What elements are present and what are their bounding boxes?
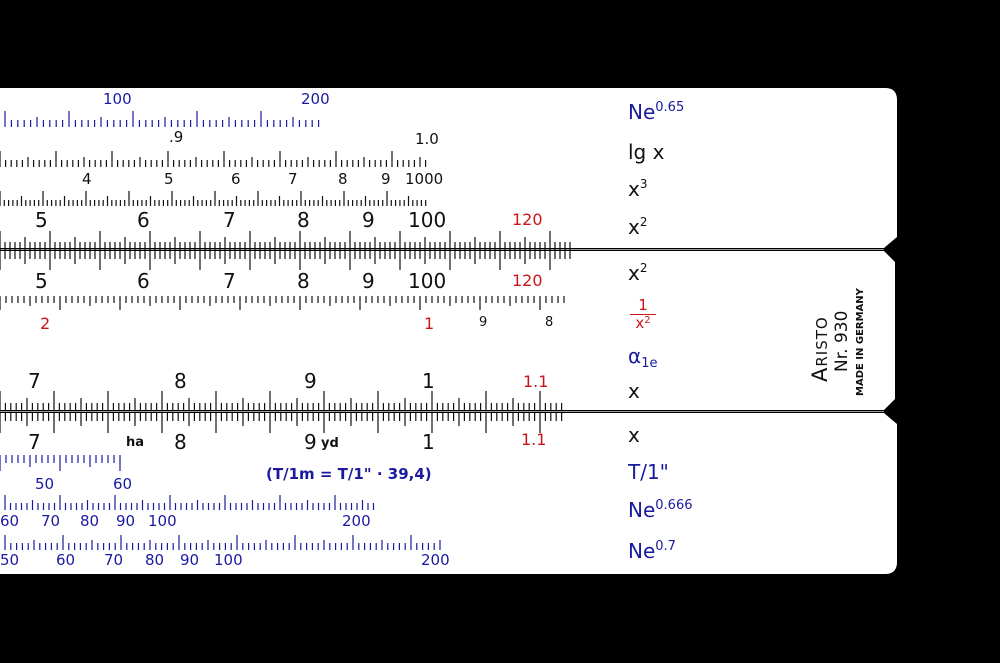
num-ne07-50: 50 <box>0 551 20 569</box>
num-recip-9: 9 <box>479 315 488 330</box>
num-sq-top-7: 7 <box>223 208 236 232</box>
num-lg-09: .9 <box>169 128 184 146</box>
num-recip-2: 2 <box>40 314 51 333</box>
num-cube-6: 6 <box>231 170 241 188</box>
label-ne065-exp: 0.65 <box>655 100 685 115</box>
label-x-bottom: x <box>628 423 640 447</box>
num-cube-9: 9 <box>381 170 391 188</box>
upper-stator <box>0 88 897 248</box>
num-lg-10: 1.0 <box>415 130 439 148</box>
label-ne07-exp: 0.7 <box>655 539 676 554</box>
num-sq-top-9: 9 <box>362 208 375 232</box>
num-ne07-200: 200 <box>421 551 450 569</box>
num-sq-top-5: 5 <box>35 208 48 232</box>
brand-origin: MADE IN GERMANY <box>855 288 866 396</box>
label-ne0666: Ne0.666 <box>628 499 692 520</box>
label-ne07-base: Ne <box>628 539 656 563</box>
label-ne065-base: Ne <box>628 100 656 124</box>
num-t-60: 60 <box>113 475 133 493</box>
num-ne0666-200: 200 <box>342 512 371 530</box>
num-x-bottom-1: 1 <box>422 430 435 454</box>
num-cube-4: 4 <box>82 170 92 188</box>
num-sq-slide-5: 5 <box>35 269 48 293</box>
label-alpha1e-base: α <box>628 344 642 368</box>
num-x-slide-8: 8 <box>174 369 187 393</box>
label-reciprocal-den-base: x <box>635 314 645 332</box>
num-x-slide-1-1: 1.1 <box>523 372 549 391</box>
num-ne065-200: 200 <box>301 90 330 108</box>
label-x2-top-base: x <box>628 215 640 239</box>
num-ne07-80: 80 <box>145 551 165 569</box>
slide <box>0 251 895 410</box>
label-ne0666-exp: 0.666 <box>655 498 693 513</box>
num-sq-slide-120: 120 <box>512 271 543 290</box>
label-ne065: Ne0.65 <box>628 101 684 122</box>
label-x2-slide-exp: 2 <box>639 261 648 275</box>
label-reciprocal-den: x2 <box>630 314 656 331</box>
num-cube-8: 8 <box>338 170 348 188</box>
label-x2-top: x2 <box>628 216 647 237</box>
num-x-bottom-8: 8 <box>174 430 187 454</box>
scale-ticks <box>0 111 571 550</box>
label-x-slide: x <box>628 379 640 403</box>
label-x3-exp: 3 <box>639 177 648 191</box>
num-sq-top-8: 8 <box>297 208 310 232</box>
label-x2-slide-base: x <box>628 261 640 285</box>
num-ne0666-90: 90 <box>116 512 136 530</box>
num-sq-slide-100: 100 <box>408 269 447 293</box>
num-sq-slide-6: 6 <box>137 269 150 293</box>
label-x2-top-exp: 2 <box>639 215 648 229</box>
num-x-bottom-ha: ha <box>126 435 145 450</box>
num-x-bottom-yd: yd <box>321 436 339 451</box>
num-ne07-90: 90 <box>180 551 200 569</box>
num-x-slide-7: 7 <box>28 369 41 393</box>
brand-name: Aristo <box>808 316 832 382</box>
num-x-bottom-1-1: 1.1 <box>521 430 547 449</box>
num-ne0666-60: 60 <box>0 512 20 530</box>
num-ne0666-100: 100 <box>148 512 177 530</box>
brand-model: Nr. 930 <box>832 310 852 372</box>
num-recip-1: 1 <box>424 314 435 333</box>
label-reciprocal-den-exp: 2 <box>644 315 651 326</box>
num-sq-top-100: 100 <box>408 208 447 232</box>
num-sq-slide-7: 7 <box>223 269 236 293</box>
label-alpha1e: α1e <box>628 346 657 370</box>
num-cube-1000: 1000 <box>405 170 444 188</box>
num-sq-top-6: 6 <box>137 208 150 232</box>
num-cube-7: 7 <box>288 170 298 188</box>
label-ne0666-base: Ne <box>628 498 656 522</box>
num-ne07-60: 60 <box>56 551 76 569</box>
label-reciprocal-x2: 1 x2 <box>630 298 656 331</box>
num-t-50: 50 <box>35 475 55 493</box>
num-sq-top-120: 120 <box>512 210 543 229</box>
label-lgx: lg x <box>628 140 665 164</box>
num-sq-slide-9: 9 <box>362 269 375 293</box>
num-ne065-100: 100 <box>103 90 132 108</box>
label-t1inch: T/1" <box>628 460 669 484</box>
num-ne07-70: 70 <box>104 551 124 569</box>
label-x2-slide: x2 <box>628 262 647 283</box>
lower-stator <box>0 413 897 574</box>
label-reciprocal-num: 1 <box>638 296 648 314</box>
num-ne07-100: 100 <box>214 551 243 569</box>
label-x3-base: x <box>628 177 640 201</box>
label-alpha1e-sub: 1e <box>641 356 658 371</box>
label-x3: x3 <box>628 178 647 199</box>
num-sq-slide-8: 8 <box>297 269 310 293</box>
num-x-bottom-7: 7 <box>28 430 41 454</box>
label-ne07: Ne0.7 <box>628 540 676 561</box>
t-formula: (T/1m = T/1" · 39,4) <box>266 465 432 483</box>
num-x-bottom-9: 9 <box>304 430 317 454</box>
num-x-slide-1: 1 <box>422 369 435 393</box>
num-ne0666-80: 80 <box>80 512 100 530</box>
num-recip-8: 8 <box>545 315 554 330</box>
num-x-slide-9: 9 <box>304 369 317 393</box>
num-ne0666-70: 70 <box>41 512 61 530</box>
num-cube-5: 5 <box>164 170 174 188</box>
